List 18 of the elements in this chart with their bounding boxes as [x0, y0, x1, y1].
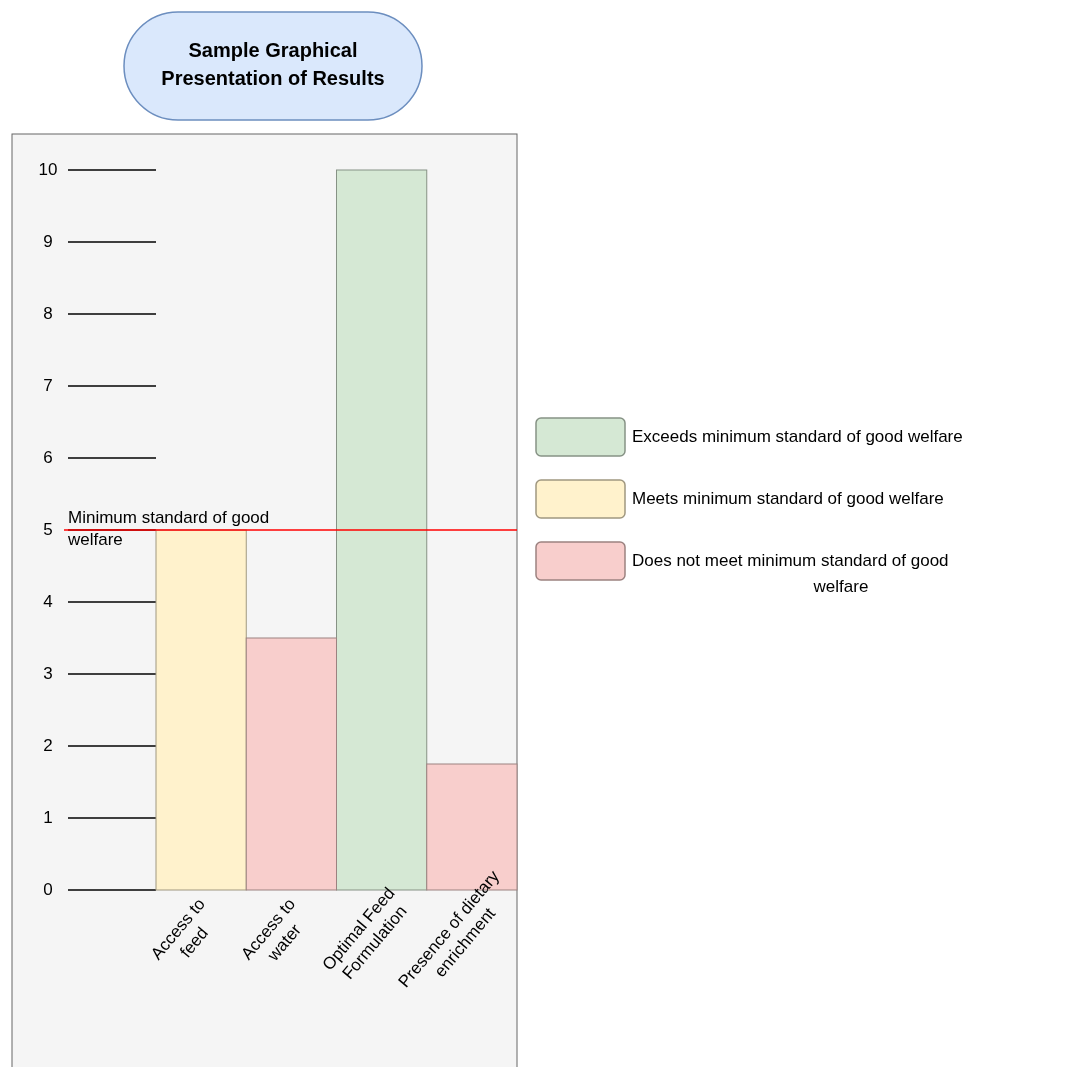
y-tick-label: 4 [43, 592, 53, 612]
chart-title: Sample Graphical Presentation of Results [161, 39, 385, 90]
y-tick-label: 9 [43, 232, 53, 252]
y-tick-label: 8 [43, 304, 53, 324]
y-tick-label: 7 [43, 376, 53, 396]
text: Does not meet minimum standard of good welfare [632, 551, 949, 597]
bar [245, 637, 337, 891]
y-tick-label: 5 [43, 520, 53, 540]
y-tick-label: 10 [38, 160, 58, 180]
bar [155, 529, 247, 891]
y-tick-label: 2 [43, 736, 53, 756]
text: Meets minimum standard of good welfare [632, 489, 944, 509]
y-tick-label: 0 [43, 880, 53, 900]
text: Exceeds minimum standard of good welfare [632, 427, 963, 447]
y-tick-label: 6 [43, 448, 53, 468]
y-tick-label: 3 [43, 664, 53, 684]
y-tick-label: 1 [43, 808, 53, 828]
ref-line-label: Minimum standard of good welfare [67, 508, 270, 549]
